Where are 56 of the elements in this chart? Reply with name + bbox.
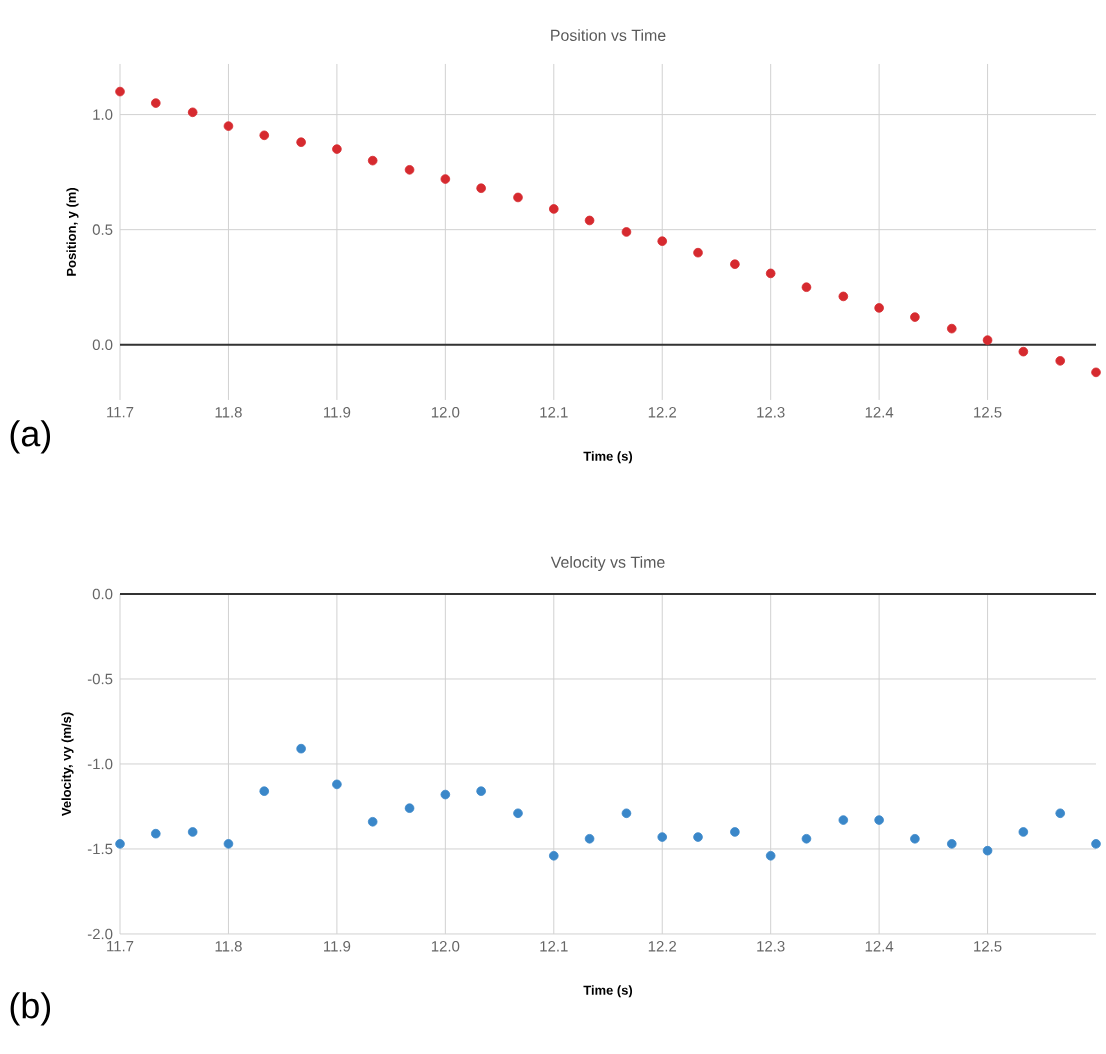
- point: [115, 839, 125, 849]
- point: [621, 227, 632, 237]
- point: [910, 312, 920, 322]
- point: [151, 98, 161, 108]
- text: (a): [10, 420, 51, 454]
- point: [621, 808, 632, 819]
- point: [838, 815, 849, 825]
- point: [730, 827, 740, 837]
- point: [874, 815, 884, 825]
- point: [223, 839, 234, 849]
- point: [513, 192, 523, 203]
- point: [440, 789, 451, 800]
- point: [549, 204, 559, 214]
- point: [296, 743, 306, 754]
- point: [910, 833, 920, 844]
- point: [947, 839, 957, 849]
- point: [367, 155, 378, 166]
- point: [874, 303, 884, 313]
- point: [1018, 346, 1029, 357]
- point: [187, 827, 198, 837]
- point: [1018, 827, 1029, 837]
- point: [404, 803, 415, 813]
- point: [296, 137, 306, 147]
- point: [584, 833, 595, 844]
- point: [476, 183, 486, 194]
- point: [187, 107, 198, 118]
- point: [657, 832, 668, 842]
- point: [549, 850, 559, 861]
- point: [730, 259, 740, 269]
- point: [838, 291, 849, 302]
- point: [584, 215, 595, 226]
- point: [440, 174, 451, 184]
- point: [259, 786, 270, 796]
- point: [657, 236, 668, 246]
- point: [765, 268, 776, 279]
- point: [801, 282, 812, 292]
- point: [259, 130, 270, 141]
- point: [982, 335, 993, 345]
- point: [801, 833, 812, 844]
- point: [982, 845, 993, 856]
- point: [693, 832, 703, 842]
- point: [476, 786, 486, 796]
- point: [332, 144, 342, 154]
- point: [693, 247, 703, 258]
- text: (b): [10, 992, 51, 1026]
- point: [947, 323, 957, 334]
- point: [332, 779, 342, 790]
- point: [513, 808, 523, 819]
- point: [367, 816, 378, 827]
- point: [404, 165, 415, 175]
- point: [115, 86, 125, 97]
- point: [1055, 356, 1066, 366]
- point: [151, 828, 161, 839]
- point: [765, 850, 776, 861]
- point: [223, 121, 234, 131]
- point: [1055, 808, 1066, 819]
